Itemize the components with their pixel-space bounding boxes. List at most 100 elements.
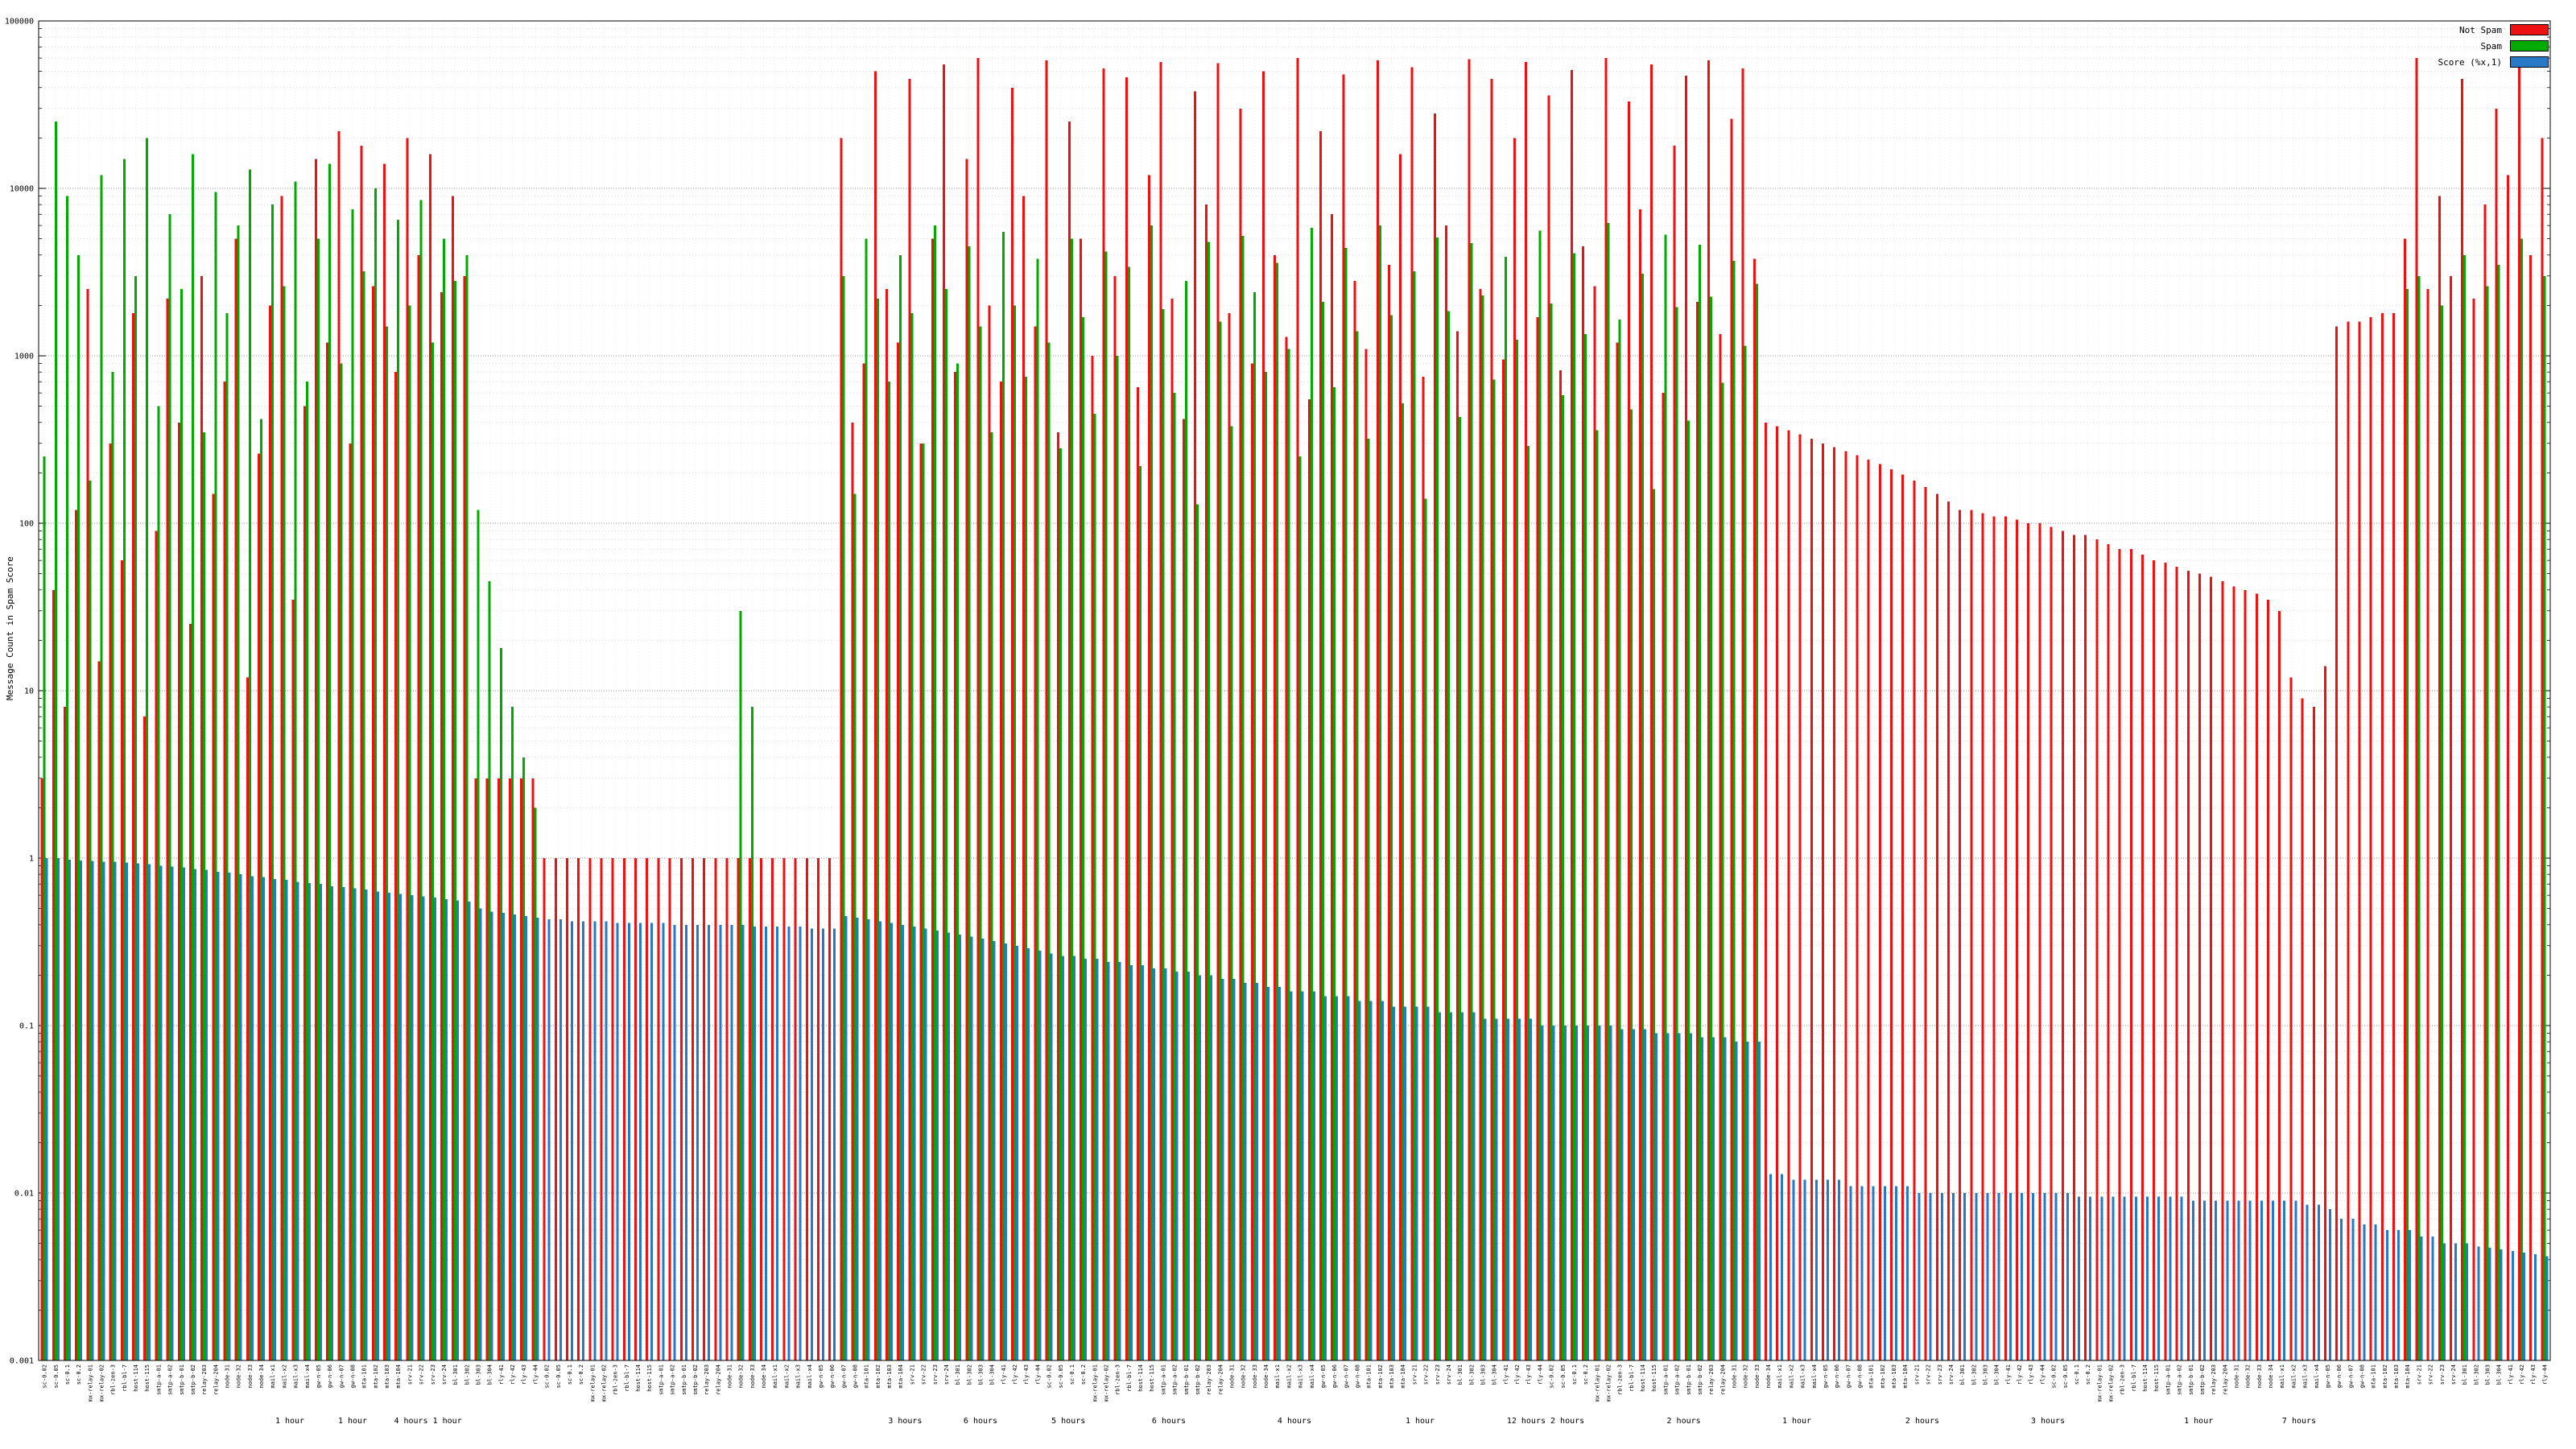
svg-text:host-114: host-114: [2142, 1364, 2149, 1392]
svg-text:100000: 100000: [5, 18, 34, 27]
svg-text:gw-n-06: gw-n-06: [2336, 1364, 2343, 1389]
svg-text:mail-x4: mail-x4: [304, 1364, 311, 1389]
svg-text:gw-n-05: gw-n-05: [818, 1364, 824, 1389]
svg-text:rbl-zen-3: rbl-zen-3: [1617, 1364, 1624, 1395]
svg-text:sc-0.02: sc-0.02: [544, 1364, 551, 1389]
svg-text:1 hour: 1 hour: [275, 1417, 304, 1426]
svg-text:mail-x2: mail-x2: [783, 1364, 790, 1389]
svg-text:mta-103: mta-103: [886, 1364, 893, 1389]
svg-text:node-34: node-34: [2268, 1364, 2274, 1389]
svg-text:bl-301: bl-301: [2462, 1364, 2468, 1385]
svg-text:node-34: node-34: [1263, 1364, 1269, 1389]
svg-text:rbl-bl-7: rbl-bl-7: [2131, 1364, 2137, 1392]
svg-text:gw-n-06: gw-n-06: [1834, 1364, 1840, 1389]
svg-text:sc-0.02: sc-0.02: [1046, 1364, 1053, 1389]
svg-text:relay-204: relay-204: [213, 1364, 219, 1395]
legend-label-score: Score (%x,1): [2438, 56, 2502, 68]
svg-text:srv-23: srv-23: [1937, 1364, 1943, 1385]
svg-text:relay-203: relay-203: [1206, 1364, 1212, 1395]
svg-text:smtp-b-02: smtp-b-02: [692, 1364, 699, 1395]
svg-text:mx-relay-02: mx-relay-02: [99, 1364, 105, 1402]
svg-text:1 hour: 1 hour: [1782, 1417, 1811, 1426]
svg-text:sc-0.1: sc-0.1: [2074, 1364, 2080, 1385]
svg-text:mta-101: mta-101: [2371, 1364, 2377, 1389]
svg-text:5 hours: 5 hours: [1051, 1417, 1085, 1426]
svg-text:mta-102: mta-102: [2382, 1364, 2388, 1389]
legend: Not Spam Spam Score (%x,1): [2438, 24, 2549, 72]
svg-text:gw-n-06: gw-n-06: [829, 1364, 836, 1389]
svg-text:node-33: node-33: [1252, 1364, 1258, 1389]
svg-text:relay-204: relay-204: [715, 1364, 721, 1395]
svg-text:mta-103: mta-103: [2393, 1364, 2400, 1389]
svg-text:sc-0.2: sc-0.2: [76, 1364, 82, 1385]
svg-text:host-115: host-115: [1149, 1364, 1155, 1392]
svg-text:rly-42: rly-42: [1514, 1364, 1521, 1385]
svg-text:mta-104: mta-104: [898, 1364, 904, 1389]
svg-text:mta-103: mta-103: [384, 1364, 390, 1389]
svg-text:srv-23: srv-23: [1435, 1364, 1441, 1385]
svg-text:srv-23: srv-23: [2439, 1364, 2446, 1385]
legend-item-score: Score (%x,1): [2438, 56, 2549, 68]
svg-text:smtp-b-01: smtp-b-01: [179, 1364, 185, 1395]
svg-text:bl-301: bl-301: [452, 1364, 459, 1385]
svg-text:mx-relay-01: mx-relay-01: [2096, 1364, 2103, 1402]
svg-text:srv-21: srv-21: [1411, 1364, 1418, 1385]
svg-text:rly-41: rly-41: [2508, 1364, 2514, 1385]
svg-text:gw-n-07: gw-n-07: [840, 1364, 847, 1389]
svg-text:rly-43: rly-43: [2530, 1364, 2537, 1385]
svg-text:0.01: 0.01: [14, 1190, 34, 1199]
svg-text:mta-101: mta-101: [864, 1364, 870, 1389]
duration-annotations: 1 hour 1 hour 4 hours 1 hour 3 hours 6 hours…: [275, 1417, 2316, 1426]
svg-text:srv-24: srv-24: [943, 1364, 950, 1385]
svg-text:srv-22: srv-22: [1926, 1364, 1932, 1385]
svg-text:mta-103: mta-103: [1389, 1364, 1395, 1389]
svg-text:sc-0.2: sc-0.2: [1583, 1364, 1589, 1385]
svg-text:gw-n-06: gw-n-06: [327, 1364, 333, 1389]
svg-text:smtp-a-02: smtp-a-02: [167, 1364, 174, 1395]
svg-text:bl-304: bl-304: [1492, 1364, 1498, 1385]
svg-text:node-33: node-33: [1754, 1364, 1761, 1389]
svg-text:host-115: host-115: [144, 1364, 151, 1392]
svg-text:node-31: node-31: [1732, 1364, 1738, 1389]
svg-text:smtp-b-02: smtp-b-02: [1697, 1364, 1703, 1395]
svg-text:gw-n-08: gw-n-08: [852, 1364, 859, 1389]
svg-text:rly-43: rly-43: [2028, 1364, 2034, 1385]
svg-text:sc-0.02: sc-0.02: [1549, 1364, 1555, 1389]
svg-text:srv-21: srv-21: [407, 1364, 413, 1385]
svg-text:gw-n-05: gw-n-05: [2325, 1364, 2331, 1389]
svg-text:3 hours: 3 hours: [888, 1417, 922, 1426]
svg-text:bl-304: bl-304: [989, 1364, 996, 1385]
svg-text:rly-43: rly-43: [521, 1364, 527, 1385]
svg-text:srv-23: srv-23: [430, 1364, 436, 1385]
svg-text:bl-303: bl-303: [978, 1364, 985, 1385]
svg-text:mta-101: mta-101: [1868, 1364, 1875, 1389]
svg-text:mail-x1: mail-x1: [1274, 1364, 1281, 1389]
svg-text:mail-x1: mail-x1: [2279, 1364, 2285, 1389]
svg-text:12 hours 2 hours: 12 hours 2 hours: [1507, 1417, 1584, 1426]
svg-text:relay-203: relay-203: [201, 1364, 208, 1395]
svg-text:mx-relay-01: mx-relay-01: [87, 1364, 93, 1402]
svg-text:bl-301: bl-301: [955, 1364, 961, 1385]
svg-text:rly-41: rly-41: [2005, 1364, 2012, 1385]
svg-text:relay-203: relay-203: [1708, 1364, 1715, 1395]
svg-text:srv-21: srv-21: [909, 1364, 915, 1385]
svg-text:smtp-a-02: smtp-a-02: [2177, 1364, 2183, 1395]
svg-text:sc-0.1: sc-0.1: [1069, 1364, 1075, 1385]
svg-text:sc-0.2: sc-0.2: [2085, 1364, 2091, 1385]
svg-text:gw-n-07: gw-n-07: [1845, 1364, 1852, 1389]
svg-text:node-32: node-32: [1241, 1364, 1247, 1389]
svg-text:sc-0.05: sc-0.05: [1560, 1364, 1567, 1389]
svg-text:rbl-bl-7: rbl-bl-7: [1629, 1364, 1635, 1392]
svg-text:srv-22: srv-22: [2428, 1364, 2434, 1385]
svg-text:sc-0.05: sc-0.05: [1058, 1364, 1064, 1389]
svg-text:node-33: node-33: [247, 1364, 254, 1389]
svg-text:gw-n-05: gw-n-05: [316, 1364, 322, 1389]
svg-text:4 hours 1 hour: 4 hours 1 hour: [394, 1417, 461, 1426]
y-axis-label: Message Count in Spam Score: [5, 556, 15, 700]
svg-text:relay-204: relay-204: [1719, 1364, 1726, 1395]
svg-text:mta-101: mta-101: [361, 1364, 368, 1389]
svg-text:mail-x4: mail-x4: [2314, 1364, 2320, 1389]
svg-text:node-32: node-32: [236, 1364, 242, 1389]
svg-text:mail-x3: mail-x3: [293, 1364, 299, 1389]
svg-text:sc-0.2: sc-0.2: [1080, 1364, 1087, 1385]
